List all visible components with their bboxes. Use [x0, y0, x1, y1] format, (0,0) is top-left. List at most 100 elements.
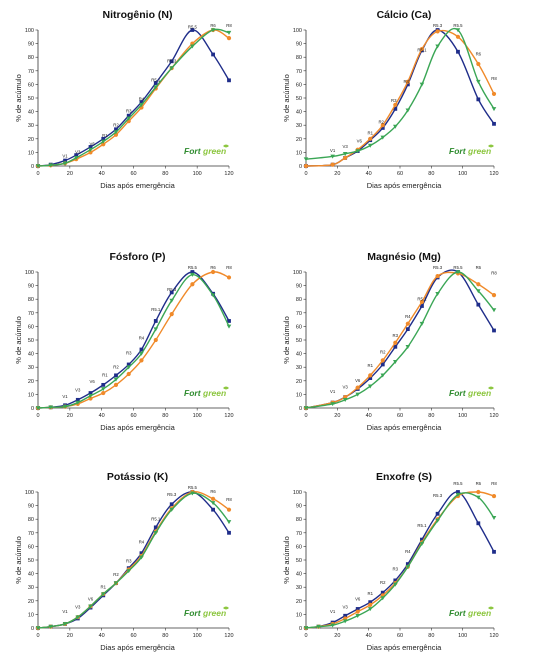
x-tick-label: 120 [489, 413, 498, 419]
data-point [153, 81, 158, 85]
stage-label: R8 [226, 265, 232, 270]
data-point [476, 495, 481, 500]
data-point [393, 359, 398, 364]
x-tick-label: 120 [224, 171, 233, 177]
y-tick-label: 50 [28, 338, 34, 344]
y-tick-label: 20 [296, 137, 302, 143]
data-point [303, 626, 309, 631]
data-point [476, 282, 481, 287]
y-tick-label: 30 [28, 123, 34, 129]
y-tick-label: 20 [28, 599, 34, 605]
stage-label: R2 [380, 349, 386, 354]
y-tick-label: 40 [296, 352, 302, 358]
y-tick-label: 80 [296, 517, 302, 523]
y-axis-label: % de acúmulo [14, 536, 23, 584]
stage-label: R2 [113, 122, 119, 127]
data-point [368, 602, 373, 607]
data-point [316, 624, 321, 629]
data-point [153, 85, 159, 90]
data-point [88, 393, 93, 398]
data-point [491, 293, 497, 298]
data-point [63, 158, 67, 163]
y-tick-label: 40 [296, 572, 302, 578]
x-tick-label: 120 [224, 413, 233, 419]
data-point [303, 163, 309, 169]
stage-label: R8 [491, 270, 497, 275]
stage-label: R4 [139, 96, 145, 101]
y-tick-label: 60 [296, 324, 302, 330]
y-tick-label: 20 [28, 379, 34, 385]
data-point [101, 136, 106, 141]
data-point [226, 507, 232, 512]
data-point [367, 143, 373, 148]
y-tick-label: 10 [28, 612, 34, 618]
data-point [419, 321, 425, 326]
x-axis-label: Dias após emergência [367, 423, 442, 432]
stage-label: V6 [88, 597, 94, 602]
logo-text-green: green [467, 388, 491, 398]
stage-label: R6 [210, 23, 216, 28]
data-point [419, 82, 425, 87]
stage-label: V1 [330, 609, 336, 614]
data-point [226, 275, 232, 280]
data-point [101, 142, 106, 147]
y-tick-label: 30 [28, 365, 34, 371]
y-tick-label: 20 [28, 137, 34, 143]
data-point [226, 30, 232, 35]
y-tick-label: 70 [296, 69, 302, 75]
data-point [114, 127, 118, 132]
series-line-3 [305, 27, 495, 160]
leaf-icon [488, 144, 494, 148]
y-tick-label: 0 [31, 164, 34, 170]
x-axis-label: Dias após emergência [100, 423, 175, 432]
y-tick-label: 80 [28, 517, 34, 523]
leaf-icon [223, 386, 229, 390]
data-point [153, 531, 159, 535]
chart-panel-5: Potássio (K) 0 10 20 30 40 50 60 70 80 90 100 0 20 40 6… [14, 471, 234, 652]
data-point [405, 108, 411, 113]
data-point [100, 139, 106, 144]
data-point [226, 324, 232, 329]
data-point [227, 78, 231, 83]
data-point [169, 298, 174, 303]
chart-title: Enxofre (S) [376, 471, 432, 483]
y-tick-label: 30 [296, 585, 302, 591]
logo-text-fort: Fort [449, 146, 467, 156]
stage-label: R5.1 [417, 523, 427, 528]
logo-text-fort: Fort [449, 388, 467, 398]
stage-label: V6 [89, 379, 95, 384]
x-tick-label: 20 [334, 633, 340, 639]
data-point [88, 391, 93, 395]
data-point [393, 340, 398, 345]
data-point [405, 345, 411, 349]
data-point [476, 289, 481, 294]
data-point [419, 46, 425, 52]
chart-title: Fósforo (P) [110, 251, 166, 263]
y-tick-label: 10 [296, 150, 302, 156]
y-tick-label: 50 [296, 96, 302, 102]
data-point [153, 337, 158, 343]
x-tick-label: 60 [397, 633, 403, 639]
data-point [88, 396, 93, 401]
leaf-icon [488, 606, 494, 610]
stage-label: R6 [476, 52, 482, 57]
data-point [48, 624, 54, 629]
data-point [393, 582, 398, 587]
y-tick-label: 10 [296, 612, 302, 618]
x-tick-label: 60 [130, 413, 136, 419]
data-point [393, 578, 398, 583]
data-point [73, 156, 79, 161]
x-axis-label: Dias após emergência [100, 643, 175, 652]
data-point [435, 29, 440, 34]
data-point [492, 328, 496, 333]
x-tick-label: 40 [99, 633, 105, 639]
fortgreen-logo: Fort green [184, 144, 229, 156]
data-point [88, 145, 93, 149]
leaf-icon [488, 386, 494, 390]
data-point [35, 406, 41, 411]
x-tick-label: 20 [67, 413, 73, 419]
stage-label: R4 [139, 539, 145, 544]
x-tick-label: 100 [458, 633, 467, 639]
data-point [355, 607, 360, 611]
data-point [330, 154, 335, 159]
